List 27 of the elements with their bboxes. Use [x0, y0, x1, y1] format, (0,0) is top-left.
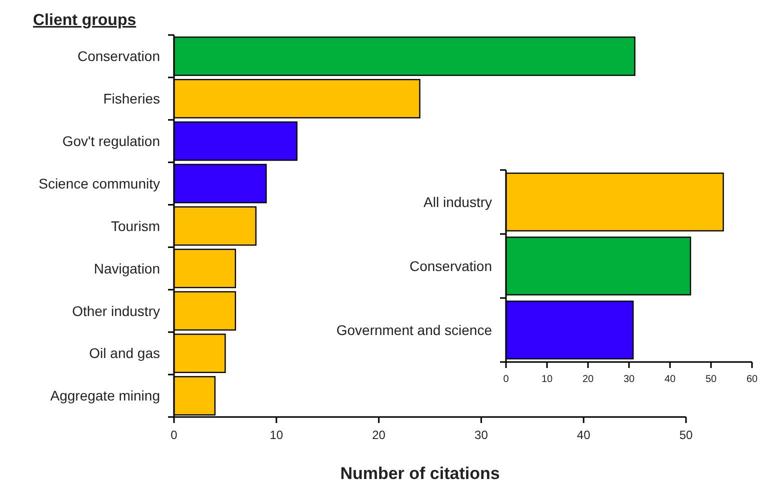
x-tick-label: 50 — [679, 428, 693, 442]
y-tick-label: Government and science — [336, 322, 492, 338]
x-tick-label: 0 — [503, 374, 510, 385]
y-tick-label: Gov't regulation — [62, 133, 160, 150]
y-tick-label: Navigation — [94, 260, 160, 276]
x-tick-label: 30 — [623, 374, 635, 385]
y-tick-label: Aggregate mining — [50, 388, 160, 404]
x-axis-title: Number of citations — [340, 464, 500, 483]
y-tick-label: Conservation — [410, 258, 492, 274]
y-tick-label: All industry — [424, 194, 492, 210]
y-tick-label: Fisheries — [103, 90, 160, 107]
x-tick-label: 50 — [705, 374, 717, 385]
x-tick-label: 40 — [576, 428, 591, 442]
chart-title: Client groups — [33, 12, 136, 29]
x-tick-label: 20 — [372, 428, 386, 442]
y-tick-label: Science community — [38, 175, 160, 192]
x-tick-label: 30 — [474, 428, 488, 442]
x-tick-label: 10 — [541, 374, 553, 385]
y-tick-label: Other industry — [72, 302, 160, 319]
x-tick-label: 10 — [270, 428, 284, 442]
y-tick-label: Tourism — [110, 218, 160, 234]
x-tick-label: 40 — [664, 374, 676, 385]
x-tick-label: 20 — [582, 374, 594, 385]
y-tick-label: Conservation — [78, 48, 160, 64]
y-tick-label: Oil and gas — [89, 345, 160, 362]
x-tick-label: 60 — [746, 374, 758, 385]
x-tick-label: 0 — [170, 428, 178, 442]
